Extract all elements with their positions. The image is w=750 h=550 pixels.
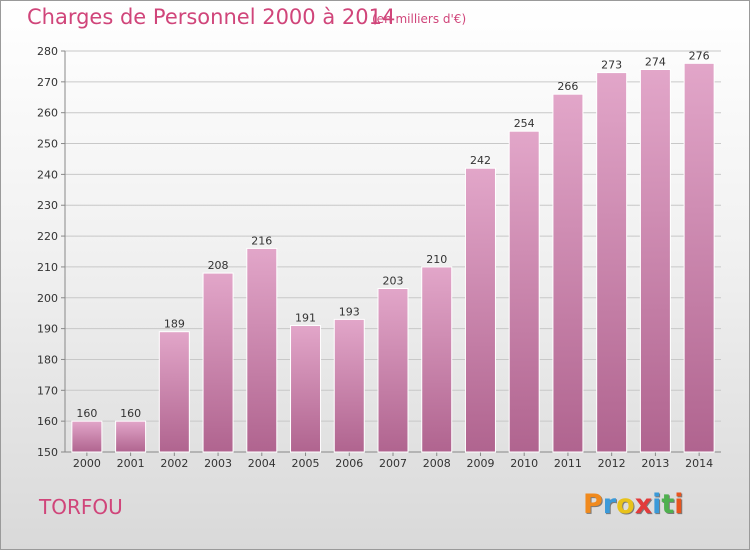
value-label: 210 (426, 253, 447, 266)
axes: 150 160 170 180 190 200 210 220 230 240 250 260 270 2… (37, 45, 721, 470)
x-tick-label: 2007 (379, 457, 407, 470)
x-tick-label: 2006 (335, 457, 363, 470)
x-tick-label: 2014 (685, 457, 713, 470)
value-label: 276 (689, 49, 710, 62)
y-tick-label: 230 (37, 199, 58, 212)
value-label: 273 (601, 59, 622, 72)
logo-letter: o (616, 489, 635, 520)
bar-2007 (377, 288, 409, 453)
y-tick-label: 280 (37, 45, 58, 58)
value-label: 191 (295, 312, 316, 325)
logo-letter: i (652, 489, 662, 520)
value-label: 203 (383, 275, 404, 288)
value-label: 160 (120, 407, 141, 420)
value-label: 193 (339, 305, 360, 318)
labels: 160 160 189 208 216 191 193 203 210 242 254 266 273 2… (76, 49, 709, 420)
x-tick-label: 2010 (510, 457, 538, 470)
x-tick-label: 2012 (598, 457, 626, 470)
y-tick-label: 210 (37, 261, 58, 274)
x-tick-label: 2000 (73, 457, 101, 470)
chart-title: Charges de Personnel 2000 à 2014 (27, 5, 396, 29)
x-tick-label: 2013 (641, 457, 669, 470)
x-tick-label: 2001 (117, 457, 145, 470)
bar-2000 (71, 420, 103, 453)
y-tick-label: 190 (37, 323, 58, 336)
y-tick-label: 250 (37, 138, 58, 151)
y-tick-label: 150 (37, 446, 58, 459)
bar-2006 (333, 318, 365, 453)
logo-letter: r (602, 489, 617, 520)
proxiti-logo[interactable]: Proxiti (583, 489, 684, 520)
value-label: 208 (208, 259, 229, 272)
y-tick-label: 270 (37, 76, 58, 89)
bar-2004 (246, 247, 278, 453)
x-tick-label: 2011 (554, 457, 582, 470)
bar-2010 (508, 130, 540, 453)
value-label: 254 (514, 117, 535, 130)
y-tick-label: 240 (37, 168, 58, 181)
value-label: 242 (470, 154, 491, 167)
logo-letter: x (634, 489, 653, 520)
bar-2009 (464, 167, 496, 453)
x-tick-label: 2003 (204, 457, 232, 470)
city-name: TORFOU (39, 495, 123, 519)
y-tick-label: 220 (37, 230, 58, 243)
bar-2011 (552, 93, 584, 453)
x-tick-label: 2004 (248, 457, 276, 470)
bar-2002 (158, 331, 190, 453)
bar-2008 (421, 266, 453, 453)
bar-2014 (683, 62, 715, 453)
bar-2013 (639, 69, 671, 453)
y-tick-label: 160 (37, 415, 58, 428)
logo-letter: i (674, 489, 684, 520)
x-tick-label: 2008 (423, 457, 451, 470)
logo-letter: t (661, 489, 675, 520)
bar-2012 (596, 72, 628, 453)
bar-2001 (115, 420, 147, 453)
x-tick-label: 2009 (466, 457, 494, 470)
logo-letter: P (583, 489, 603, 520)
y-tick-label: 200 (37, 292, 58, 305)
value-label: 266 (557, 80, 578, 93)
y-tick-label: 260 (37, 107, 58, 120)
y-tick-label: 170 (37, 384, 58, 397)
value-label: 160 (76, 407, 97, 420)
value-label: 189 (164, 318, 185, 331)
value-label: 216 (251, 234, 272, 247)
x-tick-label: 2005 (292, 457, 320, 470)
bar-2005 (290, 325, 322, 453)
x-tick-label: 2002 (160, 457, 188, 470)
bar-2003 (202, 272, 234, 453)
y-tick-label: 180 (37, 353, 58, 366)
bars (71, 62, 715, 453)
unit-label: (en milliers d'€) (372, 12, 467, 26)
value-label: 274 (645, 56, 666, 69)
